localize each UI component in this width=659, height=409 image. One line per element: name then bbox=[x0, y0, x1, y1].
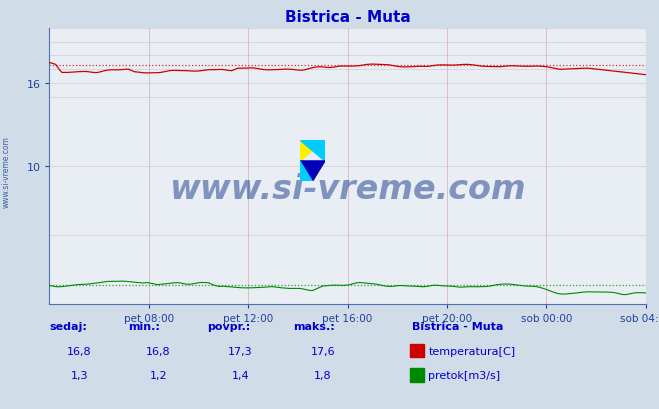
Text: 1,8: 1,8 bbox=[314, 370, 331, 380]
Text: www.si-vreme.com: www.si-vreme.com bbox=[169, 172, 526, 205]
Text: 16,8: 16,8 bbox=[67, 346, 92, 356]
Text: maks.:: maks.: bbox=[293, 321, 335, 331]
Text: www.si-vreme.com: www.si-vreme.com bbox=[2, 136, 11, 208]
Polygon shape bbox=[300, 162, 325, 182]
Text: pretok[m3/s]: pretok[m3/s] bbox=[428, 370, 500, 380]
Text: 1,4: 1,4 bbox=[232, 370, 249, 380]
Text: min.:: min.: bbox=[129, 321, 160, 331]
Text: temperatura[C]: temperatura[C] bbox=[428, 346, 515, 356]
Polygon shape bbox=[300, 141, 325, 162]
Text: Bistrica - Muta: Bistrica - Muta bbox=[412, 321, 503, 331]
Text: 17,3: 17,3 bbox=[228, 346, 253, 356]
Text: 1,2: 1,2 bbox=[150, 370, 167, 380]
Text: 16,8: 16,8 bbox=[146, 346, 171, 356]
Title: Bistrica - Muta: Bistrica - Muta bbox=[285, 10, 411, 25]
Text: 17,6: 17,6 bbox=[310, 346, 335, 356]
Text: povpr.:: povpr.: bbox=[208, 321, 251, 331]
Polygon shape bbox=[300, 162, 312, 182]
Text: sedaj:: sedaj: bbox=[49, 321, 87, 331]
Text: 1,3: 1,3 bbox=[71, 370, 88, 380]
Polygon shape bbox=[300, 141, 325, 162]
